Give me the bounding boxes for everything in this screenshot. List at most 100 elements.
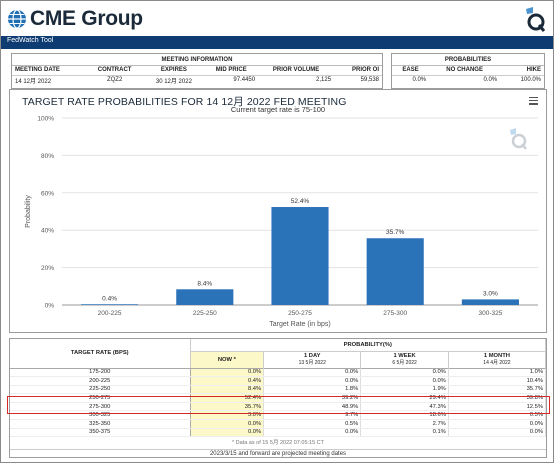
tool-title: FedWatch Tool xyxy=(7,37,54,44)
rate-cell: 250-275 xyxy=(10,393,191,403)
probabilities-summary-table: PROBABILITIES EASE NO CHANGE HIKE 0.0% 0… xyxy=(391,53,545,89)
col-prior-volume: PRIOR VOLUME xyxy=(258,66,335,76)
y-tick-label: 0% xyxy=(45,303,55,310)
x-tick-label: 300-325 xyxy=(478,310,502,317)
rate-cell: 275-300 xyxy=(10,402,191,412)
col-no-change: NO CHANGE xyxy=(429,66,501,76)
brand-name[interactable]: CME Group xyxy=(30,7,143,30)
col-hike: HIKE xyxy=(500,66,544,76)
y-tick-label: 40% xyxy=(41,228,54,235)
now-cell: 52.4% xyxy=(190,393,265,403)
rate-cell: 300-325 xyxy=(10,410,191,421)
projected-dates-note: 2023/3/15 and forward are projected meet… xyxy=(10,449,546,457)
month-cell: 12.5% xyxy=(448,402,547,412)
table-row: 325-350 0.0% 0.5% 2.7% 0.0% xyxy=(10,419,547,429)
x-tick-label: 250-275 xyxy=(288,310,312,317)
table-row: 275-300 35.7% 48.9% 47.3% 12.5% xyxy=(10,402,547,412)
month-cell: 0.5% xyxy=(448,410,547,421)
week-cell: 0.0% xyxy=(360,368,449,378)
y-axis-title: Probability xyxy=(25,195,32,228)
rate-cell: 350-375 xyxy=(10,428,191,438)
hike-value: 100.0% xyxy=(520,76,541,83)
month-cell: 39.8% xyxy=(448,393,547,403)
week-cell: 0.1% xyxy=(360,428,449,438)
col-1-day[interactable]: 1 DAY 13 5月 2022 xyxy=(263,351,362,368)
y-tick-label: 20% xyxy=(41,265,54,272)
data-label: 35.7% xyxy=(386,229,405,236)
now-cell: 0.0% xyxy=(190,368,265,378)
day-cell: 0.5% xyxy=(263,419,362,429)
col-expires: EXPIRES xyxy=(143,66,205,76)
bar xyxy=(366,238,424,305)
week-cell: 0.0% xyxy=(360,376,449,386)
day-cell: 0.0% xyxy=(263,428,362,438)
col-1-week[interactable]: 1 WEEK 6 5月 2022 xyxy=(360,351,449,368)
bar xyxy=(81,304,139,305)
ease-value: 0.0% xyxy=(412,76,427,83)
rate-cell: 175-200 xyxy=(10,368,191,378)
col-meeting-date: MEETING DATE xyxy=(12,66,86,76)
week-cell: 1.9% xyxy=(360,385,449,395)
rate-cell: 325-350 xyxy=(10,419,191,429)
probabilities-caption: PROBABILITIES xyxy=(392,54,544,66)
probability-group-header: PROBABILITY(%) xyxy=(190,339,546,352)
week-cell: 29.4% xyxy=(360,393,449,403)
data-label: 8.4% xyxy=(197,280,212,287)
col-now[interactable]: NOW * xyxy=(190,351,265,368)
col-1-month-label: 1 MONTH xyxy=(483,353,510,359)
mid-price-value: 97.4450 xyxy=(233,77,256,83)
data-label: 3.0% xyxy=(483,290,498,297)
y-tick-label: 100% xyxy=(37,116,54,123)
expires-value: 30 12月 2022 xyxy=(155,78,192,85)
month-cell: 1.0% xyxy=(448,368,547,378)
now-cell: 35.7% xyxy=(190,402,265,412)
month-cell: 10.4% xyxy=(448,376,547,386)
x-tick-label: 275-300 xyxy=(383,310,407,317)
table-row: 350-375 0.0% 0.0% 0.1% 0.0% xyxy=(10,428,547,438)
col-contract: CONTRACT xyxy=(85,66,144,76)
probability-table-panel: TARGET RATE (BPS) PROBABILITY(%) NOW * 1… xyxy=(7,338,550,458)
bar-chart: 0% 20% 40% 60% 80% 100% Probability Target Rate… xyxy=(25,116,538,328)
day-cell: 0.0% xyxy=(263,368,362,378)
col-1-week-date: 6 5月 2022 xyxy=(392,360,417,366)
table-row: 300-325 3.0% 9.7% 18.6% 0.5% xyxy=(10,410,547,421)
day-cell: 0.0% xyxy=(263,376,362,386)
data-timestamp-footnote: * Data as of 15 5月 2022 07:05:15 CT xyxy=(231,440,325,446)
day-cell: 39.2% xyxy=(263,393,362,403)
rate-cell: 200-225 xyxy=(10,376,191,386)
bar xyxy=(461,299,519,305)
table-row: 225-250 8.4% 1.8% 1.9% 35.7% xyxy=(10,385,547,395)
chart-panel: 0% 20% 40% 60% 80% 100% Probability Target Rate… xyxy=(9,89,547,333)
prior-oi-value: 59,538 xyxy=(360,77,379,83)
month-cell: 0.0% xyxy=(448,419,547,429)
col-1-month[interactable]: 1 MONTH 14 4月 2022 xyxy=(448,351,547,368)
hamburger-menu-icon[interactable] xyxy=(529,97,538,105)
col-mid-price: MID PRICE xyxy=(204,66,259,76)
col-prior-oi: PRIOR OI xyxy=(334,66,382,76)
week-cell: 18.6% xyxy=(360,410,449,421)
meeting-info-caption: MEETING INFORMATION xyxy=(12,54,382,66)
prior-volume-value: 2,125 xyxy=(316,77,332,83)
now-cell: 3.0% xyxy=(190,410,265,421)
chart-subtitle: Current target rate is 75-100 xyxy=(230,105,326,114)
chart-title: TARGET RATE PROBABILITIES FOR 14 12月 202… xyxy=(22,96,347,108)
no-change-value: 0.0% xyxy=(483,76,498,83)
data-label: 52.4% xyxy=(291,198,310,205)
data-label: 0.4% xyxy=(102,295,117,302)
table-row: 175-200 0.0% 0.0% 0.0% 1.0% xyxy=(10,368,547,378)
now-cell: 8.4% xyxy=(190,385,265,395)
x-tick-label: 225-250 xyxy=(193,310,217,317)
q-logo-icon xyxy=(526,7,546,32)
week-cell: 47.3% xyxy=(360,402,449,412)
col-ease: EASE xyxy=(392,66,430,76)
month-cell: 0.0% xyxy=(448,428,547,438)
contract-value: ZQZ2 xyxy=(106,77,123,83)
y-tick-label: 60% xyxy=(41,190,54,197)
tool-title-bar: FedWatch Tool xyxy=(1,36,553,49)
x-axis-title: Target Rate (in bps) xyxy=(269,321,330,328)
day-cell: 48.9% xyxy=(263,402,362,412)
probability-table: TARGET RATE (BPS) PROBABILITY(%) NOW * 1… xyxy=(10,339,547,438)
bar xyxy=(176,289,234,305)
col-1-day-date: 13 5月 2022 xyxy=(298,360,326,366)
meeting-information-table: MEETING INFORMATION MEETING DATE CONTRAC… xyxy=(11,53,383,89)
